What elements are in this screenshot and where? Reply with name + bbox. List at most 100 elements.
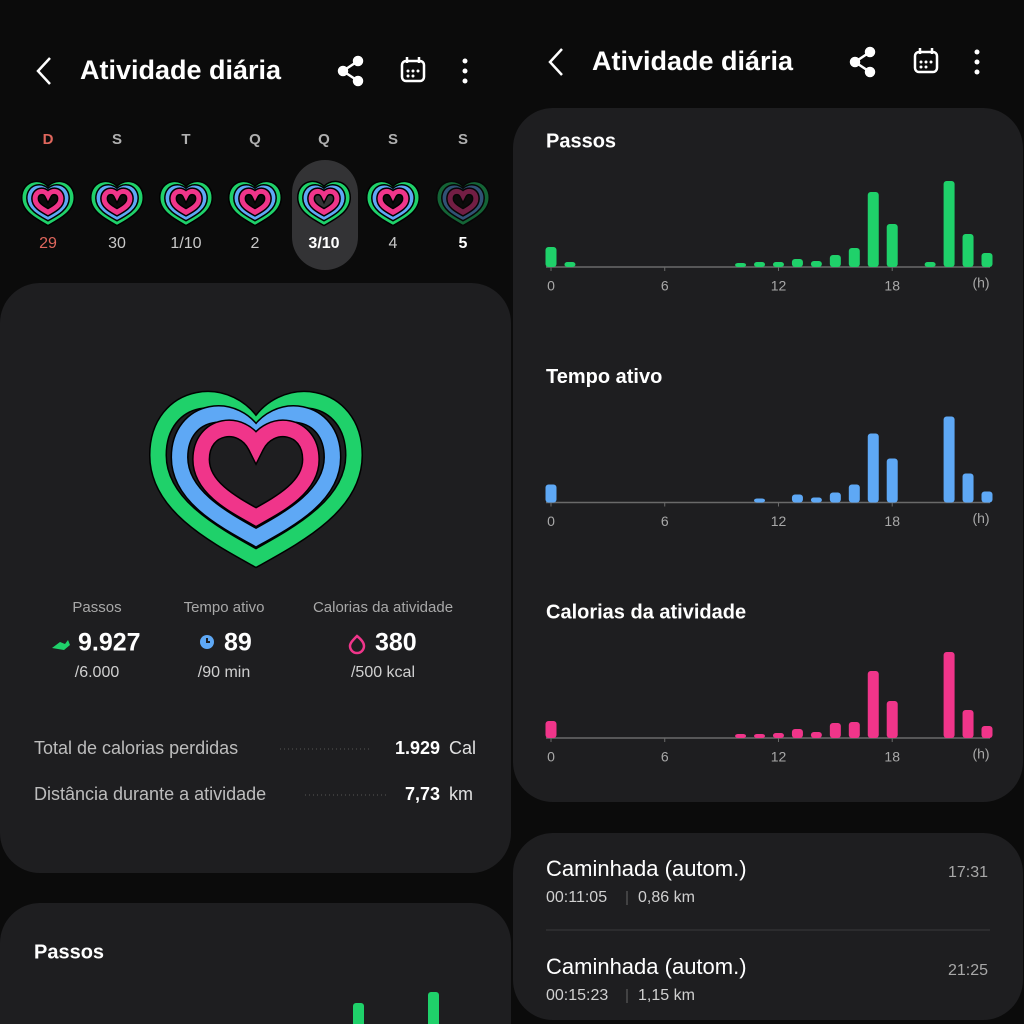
more-button[interactable] xyxy=(974,49,980,75)
bar xyxy=(962,234,974,267)
x-tick-label: 6 xyxy=(661,278,669,294)
total-unit: Cal xyxy=(449,738,476,758)
page-title: Atividade diária xyxy=(592,46,794,76)
ring xyxy=(91,182,143,225)
day-letter: Q xyxy=(318,131,330,148)
ring xyxy=(96,185,138,220)
activity-duration: 00:11:05 xyxy=(546,889,607,906)
chart-title: Calorias da atividade xyxy=(546,601,746,623)
total-label: Total de calorias perdidas xyxy=(34,738,238,758)
ring xyxy=(298,182,350,225)
share-button[interactable] xyxy=(849,46,876,78)
bar xyxy=(754,734,766,738)
day-date: 3/10 xyxy=(308,235,339,252)
ring xyxy=(170,188,202,216)
share-button[interactable] xyxy=(337,55,364,87)
ring xyxy=(150,392,362,567)
ring xyxy=(372,185,414,220)
stat-goal: /6.000 xyxy=(75,664,120,681)
total-value: 1.929 xyxy=(395,738,440,758)
ring xyxy=(27,185,69,220)
bar xyxy=(962,710,974,738)
chart-title: Passos xyxy=(546,130,616,152)
day-letter: S xyxy=(388,131,398,148)
bar xyxy=(545,721,557,738)
axis-unit: (h) xyxy=(972,746,989,762)
bar xyxy=(924,262,936,267)
bar xyxy=(545,247,557,267)
bar xyxy=(772,733,784,738)
activity-distance: 1,15 km xyxy=(638,987,695,1004)
stat-label: Calorias da atividade xyxy=(313,599,453,616)
bar xyxy=(810,497,822,503)
time-icon-hand xyxy=(206,638,210,643)
back-button[interactable] xyxy=(36,57,51,85)
bar xyxy=(829,255,841,267)
day-date: 5 xyxy=(459,235,468,252)
ring xyxy=(442,185,484,220)
chart-title: Tempo ativo xyxy=(546,366,662,388)
ring xyxy=(22,182,74,225)
bar xyxy=(848,248,860,267)
bar xyxy=(545,484,557,503)
stat-label: Passos xyxy=(72,599,121,616)
activity-time: 21:25 xyxy=(948,962,988,979)
stat-label: Tempo ativo xyxy=(184,599,265,616)
bar xyxy=(962,473,974,503)
bar xyxy=(867,671,879,738)
bar xyxy=(943,181,955,267)
activity-name[interactable]: Caminhada (autom.) xyxy=(546,954,747,979)
activity-rings xyxy=(365,180,421,227)
steps-card xyxy=(0,903,511,1024)
bar xyxy=(428,992,439,1024)
stat-value: 380 xyxy=(375,629,417,657)
activity-rings xyxy=(227,180,283,227)
x-tick-label: 12 xyxy=(771,749,787,765)
calendar-button[interactable] xyxy=(400,57,426,83)
activity-name[interactable]: Caminhada (autom.) xyxy=(546,856,747,881)
bar xyxy=(886,224,898,267)
total-value: 7,73 xyxy=(405,784,440,804)
bar xyxy=(791,729,803,738)
stat-value: 9.927 xyxy=(78,629,141,657)
back-button[interactable] xyxy=(548,48,563,76)
bar xyxy=(886,458,898,503)
ring xyxy=(308,188,340,216)
x-tick-label: 6 xyxy=(661,513,669,529)
bar xyxy=(829,723,841,738)
bar xyxy=(943,652,955,738)
calendar-button[interactable] xyxy=(913,48,939,74)
day-letter: S xyxy=(458,131,468,148)
card-title: Passos xyxy=(34,941,104,963)
bar xyxy=(981,253,993,267)
bar xyxy=(981,726,993,738)
bar xyxy=(867,192,879,267)
axis-unit: (h) xyxy=(972,275,989,291)
total-label: Distância durante a atividade xyxy=(34,784,266,804)
day-letter: T xyxy=(181,131,190,148)
ring xyxy=(193,421,319,526)
total-unit: km xyxy=(449,784,473,804)
bar xyxy=(353,1003,364,1024)
x-tick-label: 18 xyxy=(884,513,900,529)
x-tick-label: 6 xyxy=(661,749,669,765)
day-letter: Q xyxy=(249,131,261,148)
ring xyxy=(367,182,419,225)
bar xyxy=(564,262,576,267)
axis-unit: (h) xyxy=(972,510,989,526)
ring-track xyxy=(441,184,485,222)
x-tick-label: 0 xyxy=(547,513,555,529)
summary-card xyxy=(0,283,511,873)
ring xyxy=(234,185,276,220)
day-letter: S xyxy=(112,131,122,148)
ring-track xyxy=(446,187,480,217)
activity-rings xyxy=(296,180,352,227)
x-tick-label: 18 xyxy=(884,749,900,765)
bar xyxy=(829,492,841,503)
more-button[interactable] xyxy=(462,58,468,84)
activity-time: 17:31 xyxy=(948,864,988,881)
activity-rings xyxy=(158,180,214,227)
ring xyxy=(377,188,409,216)
steps-icon xyxy=(52,640,70,650)
